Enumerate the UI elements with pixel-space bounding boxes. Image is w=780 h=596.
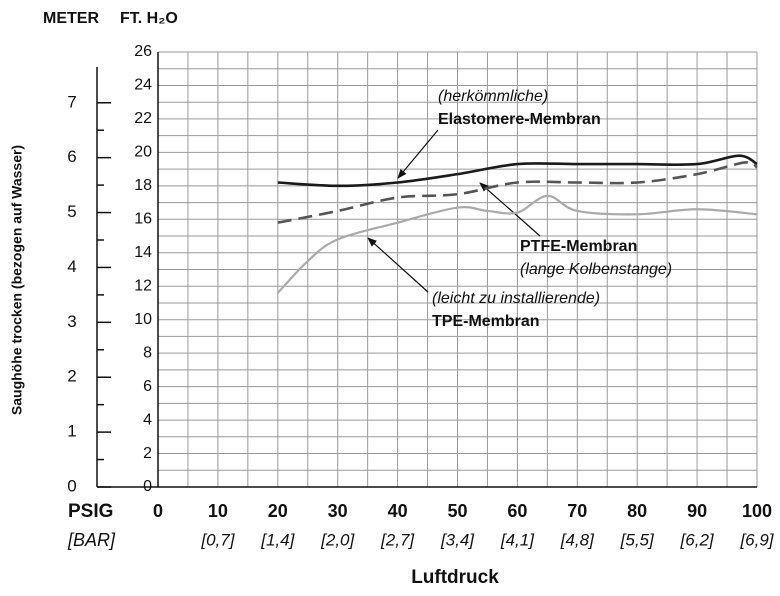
y-tick-label: 22 — [134, 110, 152, 127]
x2-tick-label: [4,8] — [560, 530, 595, 549]
x-tick-label: 90 — [687, 501, 707, 521]
x-tick-label: 100 — [742, 501, 772, 521]
annotation: (herkömmliche) — [438, 88, 548, 105]
x-tick-label: 80 — [627, 501, 647, 521]
y-tick-label: 26 — [134, 43, 152, 60]
x-tick-label: 0 — [153, 501, 163, 521]
series-line — [277, 160, 758, 224]
x2-tick-label: [6,2] — [680, 530, 715, 549]
x-tick-label: 40 — [388, 501, 408, 521]
arrow — [479, 182, 541, 237]
y-tick-label: 2 — [143, 445, 152, 462]
series-line — [277, 154, 758, 188]
y-unit-label: FT. H₂O — [120, 10, 178, 27]
x-tick-label: 10 — [208, 501, 228, 521]
y2-unit-label: METER — [43, 10, 99, 27]
annotation: Elastomere-Membran — [438, 111, 601, 128]
x2-tick-label: [3,4] — [440, 530, 475, 549]
x-axis-title: Luftdruck — [411, 567, 499, 588]
y2-tick-label: 0 — [67, 476, 76, 495]
arrow — [367, 237, 429, 293]
y-tick-label: 10 — [134, 311, 152, 328]
y2-tick-label: 1 — [67, 422, 76, 441]
y2-tick-label: 6 — [67, 147, 76, 166]
series-line — [276, 194, 758, 294]
x-tick-label: 30 — [328, 501, 348, 521]
x2-tick-label: [0,7] — [200, 530, 235, 549]
x2-tick-label: [6,9] — [739, 530, 774, 549]
grid — [157, 51, 758, 488]
x2-tick-label: [5,5] — [620, 530, 655, 549]
annotation: TPE-Membran — [432, 313, 540, 330]
x2-unit-label: [BAR] — [67, 530, 116, 550]
annotation: PTFE-Membran — [520, 238, 637, 255]
annotation: (leicht zu installierende) — [432, 290, 600, 307]
y2-tick-label: 4 — [67, 257, 76, 276]
y-tick-label: 14 — [134, 244, 152, 261]
x-tick-label: 50 — [447, 501, 467, 521]
y2-tick-label: 2 — [67, 367, 76, 386]
x2-tick-label: [4,1] — [500, 530, 535, 549]
x2-tick-label: [1,4] — [260, 530, 295, 549]
x-tick-label: 20 — [268, 501, 288, 521]
x-tick-label: 70 — [567, 501, 587, 521]
y2-tick-label: 5 — [67, 202, 76, 221]
y-tick-label: 4 — [143, 411, 152, 428]
y-tick-label: 24 — [134, 77, 152, 94]
y-tick-label: 20 — [134, 144, 152, 161]
x2-tick-label: [2,0] — [320, 530, 355, 549]
y-tick-label: 12 — [134, 277, 152, 294]
y-tick-label: 18 — [134, 177, 152, 194]
x-unit-label: PSIG — [68, 501, 113, 522]
annotation: (lange Kolbenstange) — [520, 261, 672, 278]
y2-tick-label: 3 — [67, 312, 76, 331]
x-tick-label: 60 — [507, 501, 527, 521]
y-axis-title: Saughöhe trocken (bezogen auf Wasser) — [9, 145, 25, 415]
y2-tick-label: 7 — [67, 92, 76, 111]
y-tick-label: 8 — [143, 344, 152, 361]
x2-tick-label: [2,7] — [380, 530, 415, 549]
y-tick-label: 6 — [143, 378, 152, 395]
arrow — [397, 129, 439, 179]
y-tick-label: 16 — [134, 211, 152, 228]
